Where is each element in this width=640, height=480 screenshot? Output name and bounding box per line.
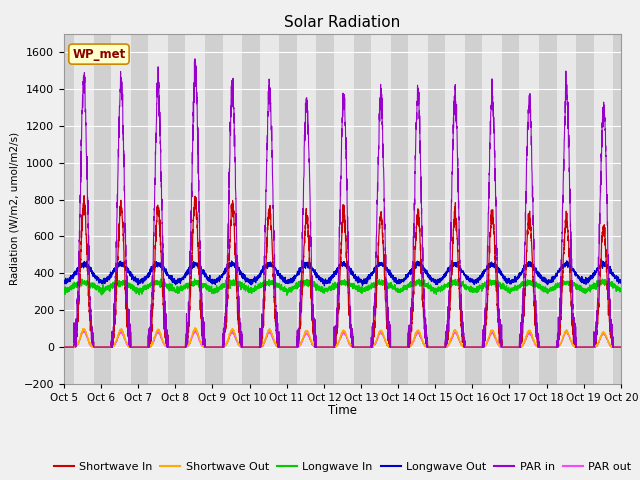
Bar: [74, 34, 93, 384]
Bar: [297, 34, 316, 384]
Bar: [445, 34, 465, 384]
Bar: [408, 34, 428, 384]
Bar: [520, 34, 539, 384]
Bar: [223, 34, 242, 384]
Y-axis label: Radiation (W/m2, umol/m2/s): Radiation (W/m2, umol/m2/s): [10, 132, 20, 286]
Title: Solar Radiation: Solar Radiation: [284, 15, 401, 30]
Bar: [111, 34, 131, 384]
Bar: [260, 34, 279, 384]
Bar: [371, 34, 390, 384]
Bar: [557, 34, 576, 384]
Bar: [483, 34, 502, 384]
Legend: Shortwave In, Shortwave Out, Longwave In, Longwave Out, PAR in, PAR out: Shortwave In, Shortwave Out, Longwave In…: [49, 457, 636, 477]
Bar: [334, 34, 353, 384]
Bar: [148, 34, 168, 384]
Bar: [186, 34, 205, 384]
Text: WP_met: WP_met: [72, 48, 125, 60]
X-axis label: Time: Time: [328, 405, 357, 418]
Bar: [594, 34, 613, 384]
